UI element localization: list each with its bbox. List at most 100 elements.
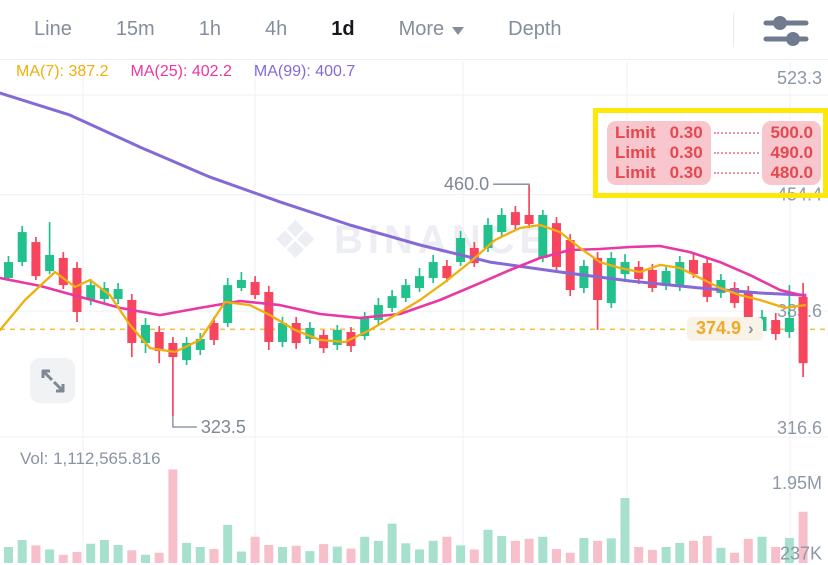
candle: [4, 262, 13, 278]
candle: [702, 263, 712, 297]
candle: [469, 248, 479, 264]
candle: [661, 271, 671, 286]
ma-legend: MA(7): 387.2 MA(25): 402.2 MA(99): 400.7: [16, 63, 377, 81]
candle: [319, 335, 329, 349]
volume-bar: [291, 545, 301, 563]
chevron-right-icon: ›: [748, 318, 754, 338]
expand-chart-button[interactable]: [30, 358, 75, 403]
volume-bar: [209, 549, 219, 563]
volume-bar: [798, 511, 808, 563]
low-annotation: 323.5: [201, 417, 246, 437]
candle: [442, 265, 452, 278]
volume-bar: [510, 540, 520, 563]
tab-line[interactable]: Line: [34, 18, 72, 40]
dotted-connector: [713, 132, 760, 134]
candle: [291, 323, 301, 343]
volume-bar: [236, 551, 246, 563]
candle: [236, 280, 246, 288]
high-annotation: 460.0: [444, 174, 489, 194]
volume-bar: [743, 538, 753, 563]
volume-bar: [17, 540, 27, 563]
volume-bar: [689, 540, 698, 563]
last-price-value: 374.9: [696, 318, 742, 338]
volume-bar: [661, 547, 671, 563]
volume-bar: [702, 535, 712, 563]
volume-bar: [579, 537, 589, 563]
volume-bar: [784, 537, 794, 563]
tab-4h[interactable]: 4h: [264, 18, 288, 40]
volume-bar: [31, 545, 41, 563]
volume-bar: [99, 540, 109, 563]
candle: [798, 296, 808, 364]
svg-text:❖: ❖: [272, 212, 319, 270]
tab-15m[interactable]: 15m: [115, 18, 155, 40]
ma25-line: [0, 244, 807, 320]
volume-bar: [113, 544, 123, 563]
volume-bar: [360, 536, 370, 563]
dotted-connector: [713, 172, 760, 174]
volume-bar: [278, 547, 287, 563]
limit-price: 480.0: [770, 163, 813, 182]
ma99-legend: MA(99): 400.7: [253, 63, 356, 80]
candle: [127, 299, 137, 343]
volume-bar: [620, 497, 630, 563]
candle: [730, 287, 740, 304]
volume-axis-label: 237K: [780, 543, 822, 563]
volume-bar: [442, 536, 452, 563]
candle: [250, 282, 260, 296]
last-price-button[interactable]: 374.9 ›: [687, 317, 763, 341]
candle: [332, 329, 342, 346]
volume-bar: [154, 552, 164, 563]
chevron-down-icon: [452, 26, 465, 35]
volume-bar: [456, 545, 466, 563]
volume-bar: [675, 542, 685, 563]
volume-bars: [4, 469, 808, 563]
limit-amount: 0.30: [669, 123, 703, 142]
candle: [415, 276, 424, 288]
candle: [373, 305, 383, 320]
candle: [99, 287, 109, 299]
candle: [168, 342, 178, 358]
ma25-legend: MA(25): 402.2: [130, 63, 232, 80]
volume-bar: [428, 540, 438, 563]
tab-1d[interactable]: 1d: [331, 18, 355, 40]
volume-bar: [757, 536, 767, 563]
candle: [524, 214, 534, 224]
toolbar-right: [733, 12, 810, 48]
sliders-settings-icon[interactable]: [762, 12, 810, 48]
ma99-line: [0, 91, 807, 297]
candle: [360, 317, 370, 337]
limit-amount: 0.30: [669, 163, 703, 182]
candle: [771, 319, 781, 335]
low-callout-line: [172, 416, 197, 428]
tab-1h[interactable]: 1h: [198, 18, 221, 40]
chart-toolbar: Line 15m 1h 4h 1d More Depth: [0, 0, 828, 60]
more-dropdown[interactable]: More: [399, 18, 465, 41]
svg-text:316.6: 316.6: [777, 418, 822, 438]
candle: [86, 285, 96, 300]
candles: [4, 185, 808, 417]
candle: [483, 224, 493, 249]
volume-title: Vol: 1,112,565.816: [20, 449, 161, 468]
candle: [497, 214, 507, 233]
ma7-legend: MA(7): 387.2: [16, 63, 109, 80]
limit-type: Limit: [615, 143, 656, 162]
toolbar-divider: [733, 12, 734, 47]
volume-bar: [716, 547, 726, 563]
binance-watermark: ❖ BINANCE: [272, 212, 546, 270]
volume-bar: [538, 536, 548, 563]
volume-bar: [483, 529, 493, 563]
volume-bar: [223, 524, 233, 563]
tab-depth[interactable]: Depth: [508, 18, 562, 40]
candle: [634, 266, 644, 279]
limit-order-row: Limit 0.30: [615, 163, 703, 183]
volume-bar: [168, 469, 178, 563]
volume-bar: [401, 543, 411, 563]
candle: [401, 285, 411, 298]
volume-bar: [634, 547, 644, 563]
volume-bar: [593, 540, 603, 563]
volume-bar: [250, 536, 260, 563]
limit-orders-highlight-box: Limit 0.30 Limit 0.30 Limit 0.30 500.0 4…: [593, 108, 828, 198]
